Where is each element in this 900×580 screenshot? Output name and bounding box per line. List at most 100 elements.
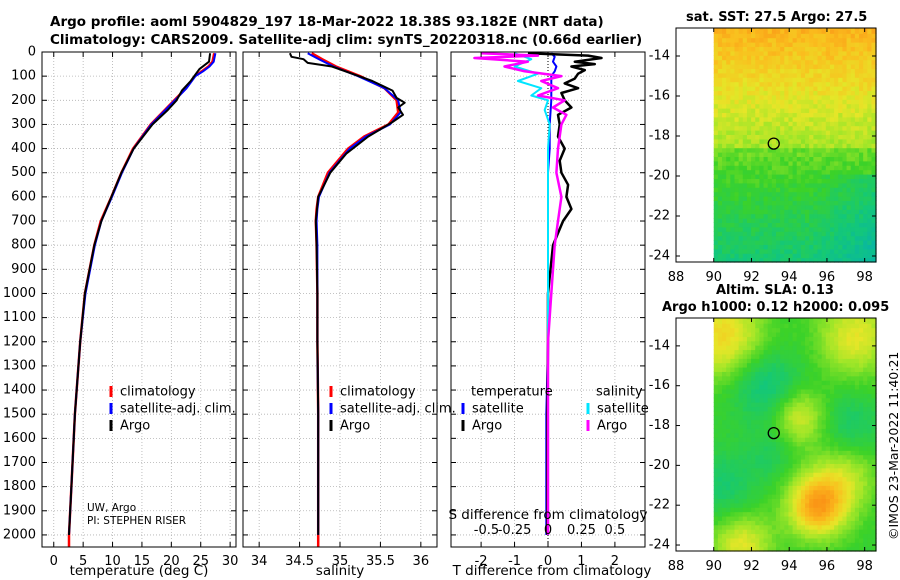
heatmap-cell	[838, 59, 844, 65]
heatmap-cell	[863, 432, 868, 438]
heatmap-cell	[776, 253, 781, 259]
heatmap-cell	[834, 415, 839, 421]
heatmap-cell	[771, 529, 777, 535]
heatmap-cell	[738, 81, 744, 87]
heatmap-cell	[751, 152, 756, 157]
heatmap-cell	[838, 28, 844, 30]
heatmap-cell	[859, 393, 864, 399]
heatmap-cell	[738, 222, 744, 228]
heatmap-cell	[805, 437, 810, 443]
heatmap-cell	[805, 112, 810, 118]
heatmap-cell	[742, 362, 748, 368]
heatmap-cell	[796, 231, 802, 237]
heatmap-cell	[854, 182, 860, 188]
heatmap-cell	[738, 327, 744, 333]
heatmap-cell	[863, 204, 868, 210]
heatmap-cell	[722, 200, 727, 206]
series-temperature-2	[68, 53, 212, 535]
heatmap-cell	[771, 196, 777, 201]
heatmap-cell	[780, 156, 785, 162]
heatmap-cell	[730, 410, 736, 416]
heatmap-cell	[854, 463, 860, 469]
heatmap-cell	[800, 546, 806, 552]
heatmap-cell	[834, 99, 839, 105]
heatmap-cell	[722, 99, 727, 105]
heatmap-cell	[722, 463, 727, 469]
heatmap-cell	[746, 64, 752, 69]
heatmap-cell	[817, 248, 823, 254]
heatmap-cell	[792, 134, 798, 140]
heatmap-cell	[821, 432, 827, 438]
heatmap-cell	[738, 174, 744, 179]
heatmap-cell	[854, 358, 860, 364]
heatmap-cell	[805, 546, 810, 552]
heatmap-cell	[871, 81, 877, 87]
heatmap-cell	[755, 138, 760, 144]
heatmap-cell	[780, 94, 785, 100]
heatmap-cell	[871, 419, 877, 425]
x-tick-label: 34	[251, 554, 268, 569]
heatmap-cell	[713, 437, 719, 443]
heatmap-cell	[792, 108, 798, 113]
heatmap-cell	[809, 388, 814, 394]
heatmap-cell	[717, 393, 723, 399]
heatmap-cell	[776, 72, 781, 78]
heatmap-cell	[842, 331, 848, 337]
heatmap-cell	[776, 156, 781, 162]
heatmap-cell	[788, 134, 794, 140]
heatmap-cell	[859, 99, 864, 105]
heatmap-cell	[755, 178, 760, 184]
heatmap-cell	[817, 318, 823, 324]
heatmap-cell	[713, 42, 719, 47]
heatmap-cell	[746, 138, 752, 144]
heatmap-cell	[809, 489, 814, 495]
heatmap-cell	[809, 529, 814, 535]
heatmap-cell	[834, 235, 839, 241]
heatmap-cell	[713, 37, 719, 43]
heatmap-cell	[767, 209, 773, 215]
heatmap-cell	[842, 99, 848, 105]
heatmap-cell	[871, 397, 877, 403]
heatmap-cell	[763, 489, 769, 495]
heatmap-cell	[813, 257, 819, 263]
heatmap-cell	[854, 318, 860, 324]
heatmap-cell	[829, 160, 835, 166]
heatmap-cell	[722, 218, 727, 223]
heatmap-cell	[846, 182, 852, 188]
heatmap-cell	[767, 331, 773, 337]
heatmap-cell	[763, 458, 769, 464]
heatmap-cell	[850, 147, 856, 153]
heatmap-cell	[726, 226, 731, 232]
heatmap-cell	[784, 371, 790, 377]
heatmap-cell	[726, 240, 731, 245]
heatmap-cell	[842, 68, 848, 74]
heatmap-cell	[767, 480, 773, 486]
heatmap-cell	[771, 336, 777, 342]
heatmap-cell	[726, 64, 731, 69]
heatmap-cell	[763, 336, 769, 342]
heatmap-cell	[722, 542, 727, 548]
heatmap-cell	[759, 388, 765, 394]
heatmap-cell	[796, 253, 802, 259]
heatmap-cell	[805, 494, 810, 500]
heatmap-cell	[859, 515, 864, 521]
heatmap-cell	[867, 327, 873, 333]
heatmap-cell	[834, 358, 839, 364]
heatmap-cell	[726, 50, 731, 56]
heatmap-cell	[821, 441, 827, 447]
heatmap-cell	[784, 99, 790, 105]
heatmap-cell	[867, 143, 873, 149]
heatmap-cell	[863, 244, 868, 250]
heatmap-cell	[829, 187, 835, 193]
heatmap-cell	[863, 476, 868, 482]
heatmap-cell	[825, 476, 831, 482]
heatmap-cell	[813, 231, 819, 237]
heatmap-cell	[817, 130, 823, 135]
heatmap-cell	[746, 419, 752, 425]
heatmap-cell	[838, 371, 844, 377]
heatmap-cell	[788, 432, 794, 438]
heatmap-cell	[817, 50, 823, 56]
heatmap-cell	[763, 28, 769, 34]
heatmap-cell	[751, 138, 756, 144]
heatmap-cell	[722, 362, 727, 368]
